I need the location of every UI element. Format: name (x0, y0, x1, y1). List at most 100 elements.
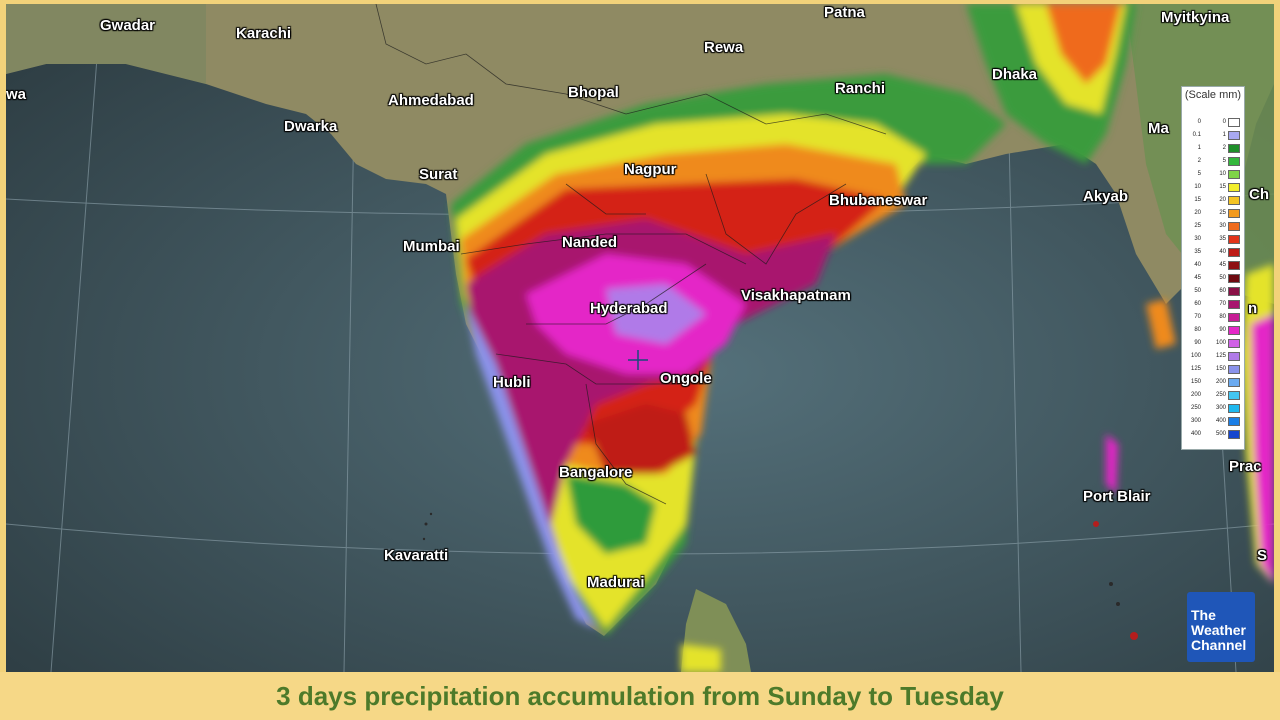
legend-row-high: 50 (1219, 275, 1226, 281)
legend-swatch (1228, 196, 1240, 205)
legend-row-high: 45 (1219, 262, 1226, 268)
legend-row-high: 80 (1219, 314, 1226, 320)
legend-row-high: 500 (1215, 431, 1226, 437)
legend-swatch (1228, 222, 1240, 231)
legend-row-high: 150 (1215, 366, 1226, 372)
city-label-ranchi: Ranchi (835, 80, 886, 97)
legend-row-high: 30 (1219, 223, 1226, 229)
legend-row-high: 25 (1219, 210, 1226, 216)
legend-row: 25 30 (1185, 221, 1241, 232)
legend-row-low: 25 (1194, 223, 1201, 229)
legend-swatch (1228, 261, 1240, 270)
legend-row: 90 100 (1185, 338, 1241, 349)
legend-row: 45 50 (1185, 273, 1241, 284)
legend-swatch (1228, 274, 1240, 283)
legend-row-high: 10 (1219, 171, 1226, 177)
legend-row-low: 100 (1190, 353, 1201, 359)
legend-row-high: 70 (1219, 301, 1226, 307)
legend-row-low: 150 (1190, 379, 1201, 385)
legend-row: 30 35 (1185, 234, 1241, 245)
legend-row-low: 30 (1194, 236, 1201, 242)
legend-swatch (1228, 352, 1240, 361)
legend-row-low: 80 (1194, 327, 1201, 333)
legend-row-high: 0 (1222, 119, 1226, 125)
city-label-gwadar: Gwadar (100, 17, 156, 34)
legend-swatch (1228, 378, 1240, 387)
city-label-visakhapatnam: Visakhapatnam (741, 287, 851, 304)
legend-row: 50 60 (1185, 286, 1241, 297)
legend-row-low: 400 (1190, 431, 1201, 437)
legend-row: 250 300 (1185, 403, 1241, 414)
legend-row-low: 50 (1194, 288, 1201, 294)
legend-swatch (1228, 417, 1240, 426)
legend-swatch (1228, 287, 1240, 296)
legend-row-high: 1 (1222, 132, 1226, 138)
legend-swatch (1228, 365, 1240, 374)
legend-row: 0.1 1 (1185, 130, 1241, 141)
precipitation-scale-legend: (Scale mm) 0 0 0.1 1 1 2 2 5 5 10 10 15 15 20 20 25 25 30… (1181, 86, 1245, 450)
logo-line-2: Weather (1191, 622, 1246, 638)
map-caption: 3 days precipitation accumulation from S… (0, 672, 1280, 720)
city-label-ahmedabad: Ahmedabad (388, 92, 474, 109)
legend-swatch (1228, 235, 1240, 244)
legend-swatch (1228, 313, 1240, 322)
legend-row-high: 400 (1215, 418, 1226, 424)
legend-row: 60 70 (1185, 299, 1241, 310)
logo-line-3: Channel (1191, 637, 1247, 653)
legend-row: 200 250 (1185, 390, 1241, 401)
city-label-edge-wa: wa (6, 86, 27, 103)
city-label-akyab: Akyab (1083, 188, 1129, 205)
legend-row-high: 60 (1219, 288, 1226, 294)
legend-row-low: 35 (1194, 249, 1201, 255)
city-label-rewa: Rewa (704, 39, 744, 56)
city-label-edge-ch: Ch (1249, 186, 1269, 203)
legend-row: 150 200 (1185, 377, 1241, 388)
legend-row: 10 15 (1185, 182, 1241, 193)
legend-row: 400 500 (1185, 429, 1241, 440)
legend-swatch (1228, 391, 1240, 400)
city-label-mumbai: Mumbai (403, 238, 460, 255)
legend-row-high: 250 (1215, 392, 1226, 398)
legend-row-low: 5 (1197, 171, 1201, 177)
legend-title: (Scale mm) (1184, 89, 1242, 101)
legend-row-high: 40 (1219, 249, 1226, 255)
city-label-port-blair: Port Blair (1083, 488, 1151, 505)
city-label-myitkyina: Myitkyina (1161, 9, 1230, 26)
legend-row: 300 400 (1185, 416, 1241, 427)
legend-row-low: 2 (1197, 158, 1201, 164)
city-label-bangalore: Bangalore (559, 464, 633, 481)
location-marker (628, 350, 648, 370)
legend-row-high: 15 (1219, 184, 1226, 190)
city-label-hyderabad: Hyderabad (590, 300, 668, 317)
city-label-edge-s: S (1257, 547, 1268, 564)
legend-row-low: 45 (1194, 275, 1201, 281)
city-label-bhopal: Bhopal (568, 84, 619, 101)
legend-row-high: 5 (1222, 158, 1226, 164)
city-label-nagpur: Nagpur (624, 161, 677, 178)
legend-swatch (1228, 157, 1240, 166)
precipitation-map: Gwadar Karachi Patna Myitkyina Rewa Ranchi Dha… (6, 4, 1274, 672)
legend-row-high: 300 (1215, 405, 1226, 411)
legend-row-low: 70 (1194, 314, 1201, 320)
city-label-ongole: Ongole (660, 370, 712, 387)
city-label-hubli: Hubli (493, 374, 531, 391)
city-label-kavaratti: Kavaratti (384, 547, 449, 564)
legend-swatch (1228, 300, 1240, 309)
legend-swatch (1228, 339, 1240, 348)
city-label-surat: Surat (419, 166, 458, 183)
legend-row: 5 10 (1185, 169, 1241, 180)
islands (422, 512, 1138, 640)
legend-swatch (1228, 404, 1240, 413)
legend-row-low: 90 (1194, 340, 1201, 346)
legend-row-low: 250 (1190, 405, 1201, 411)
city-label-dwarka: Dwarka (284, 118, 338, 135)
legend-row-high: 200 (1215, 379, 1226, 385)
legend-row-high: 20 (1219, 197, 1226, 203)
legend-row-low: 20 (1194, 210, 1201, 216)
legend-row-high: 35 (1219, 236, 1226, 242)
legend-swatch (1228, 144, 1240, 153)
legend-swatch (1228, 430, 1240, 439)
